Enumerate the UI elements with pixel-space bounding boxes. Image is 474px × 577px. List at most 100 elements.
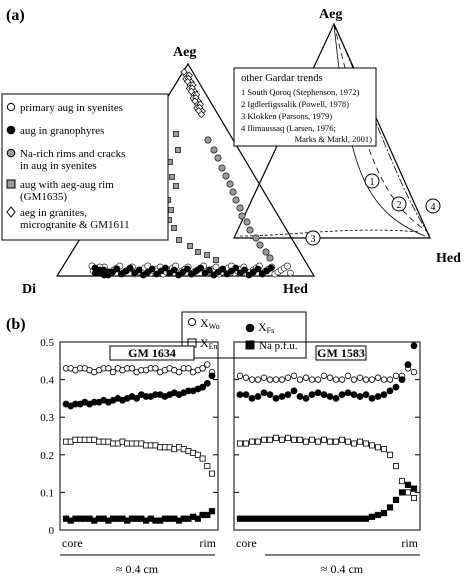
aeg-aug-rim-square-point [213,257,219,263]
xwo-point [248,376,256,383]
xwo-point [314,376,322,383]
legend-a-text-3a: aug with aeg-aug rim [20,179,114,191]
na-pfu-point [362,515,370,522]
xen-point [290,436,297,443]
xen-point [236,440,243,447]
ternary-data-points [88,68,294,279]
granophyre-aug-circle-point [135,266,143,274]
legend-b-xwo: XWo [200,316,220,331]
na-rich-circle-point [222,172,230,180]
na-rich-circle-point [252,234,260,242]
xfs-point [208,372,216,380]
scale-bar-2: ≈ 0.4 cm [265,554,420,576]
xwo-point [368,376,376,383]
trend-marker-1-label: 1 [370,177,375,188]
na-pfu-point [326,515,334,522]
apex-di-label: Di [22,282,36,297]
trend-line-4 [333,23,431,237]
trends-box-frame [233,67,377,147]
x-start-label: core [236,536,257,550]
xfs-point [290,387,298,395]
x-end-label: rim [401,536,418,550]
na-rich-circle-point [214,154,222,162]
xfs-point [272,394,280,402]
xen-point [326,438,333,445]
granophyre-aug-circle-point [183,265,191,273]
line-profile-chart-1: 0 0.1 0.2 0.3 0.4 0.5 GM 1634 core rim [40,337,219,550]
legend-a-item-na-rich-rims: Na-rich rims and cracks in aug in syenit… [6,148,125,172]
line-profile-chart-2: GM 1583 core rim [233,341,421,550]
primary-aug-circle-point [286,269,294,277]
na-rich-circle-point [232,196,240,204]
xen-point [302,438,309,445]
na-pfu-point [254,515,262,522]
na-rich-circle-point [238,212,246,220]
na-pfu-point [260,515,268,522]
xen-point [272,434,279,441]
xwo-point [105,365,112,372]
aeg-aug-rim-square-point [173,131,179,137]
y-tick-label: 0.4 [40,375,54,387]
xen-point [404,489,411,496]
legend-a-frame [1,93,169,241]
xwo-point [266,376,274,383]
legend-panel-a: primary aug in syenites aug in granophyr… [1,93,169,241]
xen-point [410,495,417,502]
scale-bar-2-label: ≈ 0.4 cm [321,562,364,576]
xfs-point [199,383,206,391]
aeg-aug-rim-square-point [195,249,201,255]
na-pfu-point [374,511,382,519]
legend-a-text-4a: aeg in granites, [20,207,87,219]
xwo-point [185,365,192,372]
xfs-point [368,394,376,402]
aeg-aug-rim-square-point [173,183,179,189]
aeg-aug-rim-square-point [187,243,193,249]
trend-marker-1: 1 [364,173,380,189]
plot-frame [59,341,219,531]
legend-open-circle [6,102,16,112]
xwo-point [204,361,211,368]
granophyre-aug-circle-point [267,264,275,272]
na-pfu-point [410,485,418,492]
na-rich-circle-point [204,136,212,144]
xen-point [266,436,273,443]
na-rich-circle-point [262,248,270,256]
xen-point [278,436,285,443]
xfs-point [296,393,304,400]
na-rich-circle-point [266,254,274,262]
aeg-aug-rim-square-point [204,252,210,258]
granophyre-aug-circle-point [96,266,104,274]
legend-open-diamond [6,206,16,218]
xwo-point [392,372,400,380]
xwo-point [236,372,244,380]
xfs-point [278,393,286,400]
xen-point [386,451,393,458]
na-pfu-point [392,496,400,504]
xfs-point [374,393,382,400]
granophyre-aug-circle-point [219,265,226,273]
xen-point [194,451,201,458]
legend-b-open-circle [187,317,197,327]
xfs-point [344,389,352,397]
legend-a-text-2b: in aug in syenites [20,160,97,172]
xfs-point [260,389,268,397]
xen-point [344,438,351,445]
xwo-point [410,368,418,376]
trend-marker-3-label: 3 [311,234,316,245]
xfs-point [248,394,256,402]
xwo-point [320,372,328,380]
granophyre-aug-circle-point [197,264,204,272]
xfs-point [398,376,406,383]
trend-entry-4: 4 Ilimaussaq (Larsen, 1976; [241,123,336,133]
apex-aeg-label: Aeg [173,45,196,60]
y-tick-label: 0.2 [40,450,54,462]
xwo-point [332,376,340,383]
xfs-point [380,391,388,399]
na-pfu-point [302,515,310,522]
trend-marker-2-label: 2 [397,200,402,211]
xwo-point [242,374,250,381]
na-pfu-point [194,515,201,522]
xwo-point [254,376,262,383]
xfs-point [338,391,346,399]
trend-marker-3: 3 [305,230,321,246]
